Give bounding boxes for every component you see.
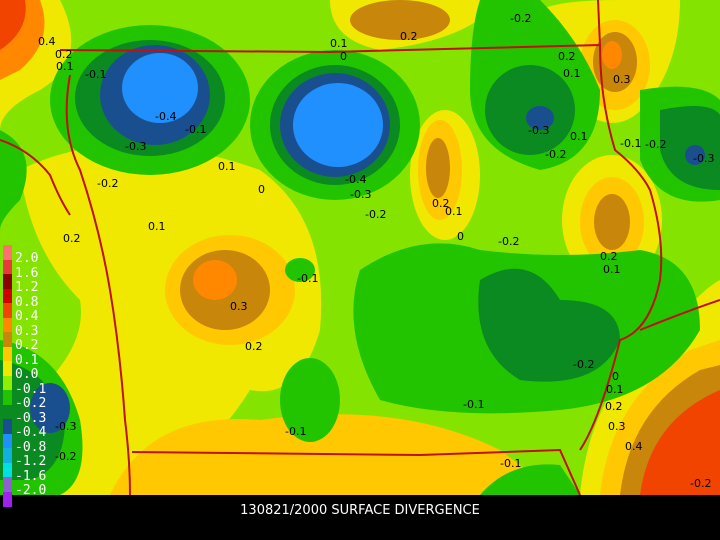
negative-regions bbox=[0, 0, 720, 495]
legend-swatch bbox=[3, 419, 12, 434]
legend-swatch bbox=[3, 477, 12, 492]
contour-label: 0.2 bbox=[605, 400, 623, 413]
contour-label: 0.1 bbox=[218, 160, 236, 173]
contour-label: -0.1 bbox=[463, 398, 484, 411]
legend-level: 1.6 bbox=[15, 265, 39, 281]
contour-label: -0.2 bbox=[55, 450, 76, 463]
contour-label: -0.2 bbox=[573, 358, 594, 371]
contour-label: -0.4 bbox=[155, 110, 176, 123]
contour-label: -0.3 bbox=[350, 188, 371, 201]
contour-label: 0.1 bbox=[606, 383, 624, 396]
legend-level: -1.2 bbox=[15, 454, 47, 469]
contour-label: -0.4 bbox=[345, 173, 366, 186]
contour-label: -0.2 bbox=[545, 148, 566, 161]
divergence-map: 0.20.1-0.2-0.4-0.3-0.1-0.4-0.3-0.20.10-0… bbox=[0, 0, 720, 495]
contour-label: 0.1 bbox=[330, 37, 348, 50]
map-caption: 130821/2000 SURFACE DIVERGENCE bbox=[240, 503, 480, 518]
contour-label: 0.3 bbox=[608, 420, 626, 433]
contour-label: -0.3 bbox=[125, 140, 146, 153]
contour-labels: 0.20.1-0.2-0.4-0.3-0.1-0.4-0.3-0.20.10-0… bbox=[38, 12, 714, 490]
contour-label: -0.1 bbox=[285, 425, 306, 438]
legend-level: 2.0 bbox=[15, 251, 39, 266]
legend-swatch bbox=[3, 317, 12, 333]
legend-level: 0.3 bbox=[15, 323, 39, 339]
legend-level: -0.1 bbox=[15, 381, 47, 397]
legend-level: 0.0 bbox=[15, 367, 39, 382]
state-borders bbox=[0, 0, 720, 495]
legend-level: -0.4 bbox=[15, 425, 47, 440]
contour-label: -0.2 bbox=[365, 208, 386, 221]
contour-label: 0 bbox=[258, 183, 265, 196]
legend-level: -2.0 bbox=[15, 483, 47, 498]
legend-swatch bbox=[3, 375, 12, 391]
legend-swatch bbox=[3, 404, 12, 420]
contour-label: 0.1 bbox=[148, 220, 166, 233]
contour-label: 0.3 bbox=[613, 73, 631, 86]
contour-label: 0.4 bbox=[38, 35, 56, 48]
legend-swatch bbox=[3, 303, 12, 318]
contour-label: 0.1 bbox=[603, 263, 621, 276]
contour-label: -0.2 bbox=[510, 12, 531, 25]
contour-label: -0.3 bbox=[528, 124, 549, 137]
contour-label: -0.1 bbox=[297, 272, 318, 285]
contour-label: -0.2 bbox=[690, 477, 711, 490]
legend-swatch bbox=[3, 433, 12, 449]
contour-label: -0.3 bbox=[693, 152, 714, 165]
contour-label: 0 bbox=[457, 230, 464, 243]
contour-label: 0.2 bbox=[245, 340, 263, 353]
legend-swatch bbox=[3, 390, 12, 405]
legend-level: 0.8 bbox=[15, 294, 39, 310]
contour-label: -0.1 bbox=[500, 457, 521, 470]
legend-swatch bbox=[3, 288, 12, 304]
contour-label: -0.3 bbox=[55, 420, 76, 433]
contour-label: 0.2 bbox=[432, 197, 450, 210]
legend-level: 0.1 bbox=[15, 352, 39, 368]
legend-level: 0.2 bbox=[15, 338, 39, 353]
contour-label: -0.1 bbox=[185, 123, 206, 136]
contour-label: 0.2 bbox=[558, 50, 576, 63]
contour-label: -0.2 bbox=[97, 177, 118, 190]
legend-swatch bbox=[3, 332, 12, 347]
contour-label: 0.1 bbox=[563, 67, 581, 80]
legend-swatch bbox=[3, 361, 12, 376]
contour-label: 0.1 bbox=[570, 130, 588, 143]
contour-label: 0.4 bbox=[625, 440, 643, 453]
contour-label: 0.3 bbox=[230, 300, 248, 313]
contour-label: 0 bbox=[612, 370, 619, 383]
contour-label: 0.2 bbox=[55, 48, 73, 61]
contour-label: 0.2 bbox=[600, 250, 618, 263]
legend-swatch bbox=[3, 274, 12, 289]
legend-level: -0.8 bbox=[15, 439, 47, 455]
legend-level: -0.3 bbox=[15, 410, 47, 426]
legend-swatch bbox=[3, 259, 12, 275]
legend-level: 0.4 bbox=[15, 309, 39, 324]
legend-swatch bbox=[3, 448, 12, 463]
legend-level: 1.2 bbox=[15, 280, 39, 295]
contour-label: 0.2 bbox=[63, 232, 81, 245]
contour-label: -0.1 bbox=[85, 68, 106, 81]
legend-swatch bbox=[3, 346, 12, 362]
contour-label: 0.2 bbox=[400, 30, 418, 43]
contour-label: -0.2 bbox=[645, 138, 666, 151]
legend-level: -1.6 bbox=[15, 468, 47, 484]
contour-label: 0 bbox=[340, 50, 347, 63]
contour-label: -0.1 bbox=[620, 137, 641, 150]
legend-swatch bbox=[3, 462, 12, 478]
contour-label: -0.2 bbox=[498, 235, 519, 248]
contour-label: 0.1 bbox=[56, 60, 74, 73]
legend-level: -0.2 bbox=[15, 396, 47, 411]
legend-swatch bbox=[3, 491, 12, 507]
legend-swatch bbox=[3, 245, 12, 260]
contour-label: 0.1 bbox=[445, 205, 463, 218]
